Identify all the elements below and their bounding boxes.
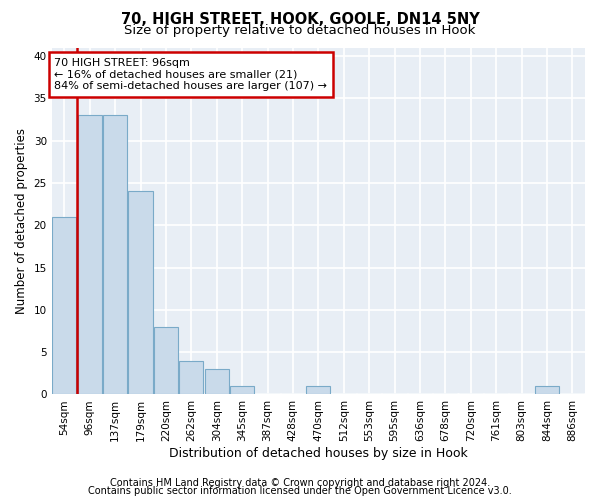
X-axis label: Distribution of detached houses by size in Hook: Distribution of detached houses by size …	[169, 447, 468, 460]
Text: Contains HM Land Registry data © Crown copyright and database right 2024.: Contains HM Land Registry data © Crown c…	[110, 478, 490, 488]
Bar	[77, 115, 102, 394]
Bar	[154, 327, 178, 394]
Bar	[230, 386, 254, 394]
Text: Contains public sector information licensed under the Open Government Licence v3: Contains public sector information licen…	[88, 486, 512, 496]
Text: 70 HIGH STREET: 96sqm
← 16% of detached houses are smaller (21)
84% of semi-deta: 70 HIGH STREET: 96sqm ← 16% of detached …	[55, 58, 328, 91]
Text: 70, HIGH STREET, HOOK, GOOLE, DN14 5NY: 70, HIGH STREET, HOOK, GOOLE, DN14 5NY	[121, 12, 479, 28]
Bar	[52, 216, 76, 394]
Text: Size of property relative to detached houses in Hook: Size of property relative to detached ho…	[124, 24, 476, 37]
Bar	[128, 192, 152, 394]
Bar	[535, 386, 559, 394]
Bar	[306, 386, 331, 394]
Bar	[205, 369, 229, 394]
Bar	[103, 115, 127, 394]
Y-axis label: Number of detached properties: Number of detached properties	[15, 128, 28, 314]
Bar	[179, 360, 203, 394]
